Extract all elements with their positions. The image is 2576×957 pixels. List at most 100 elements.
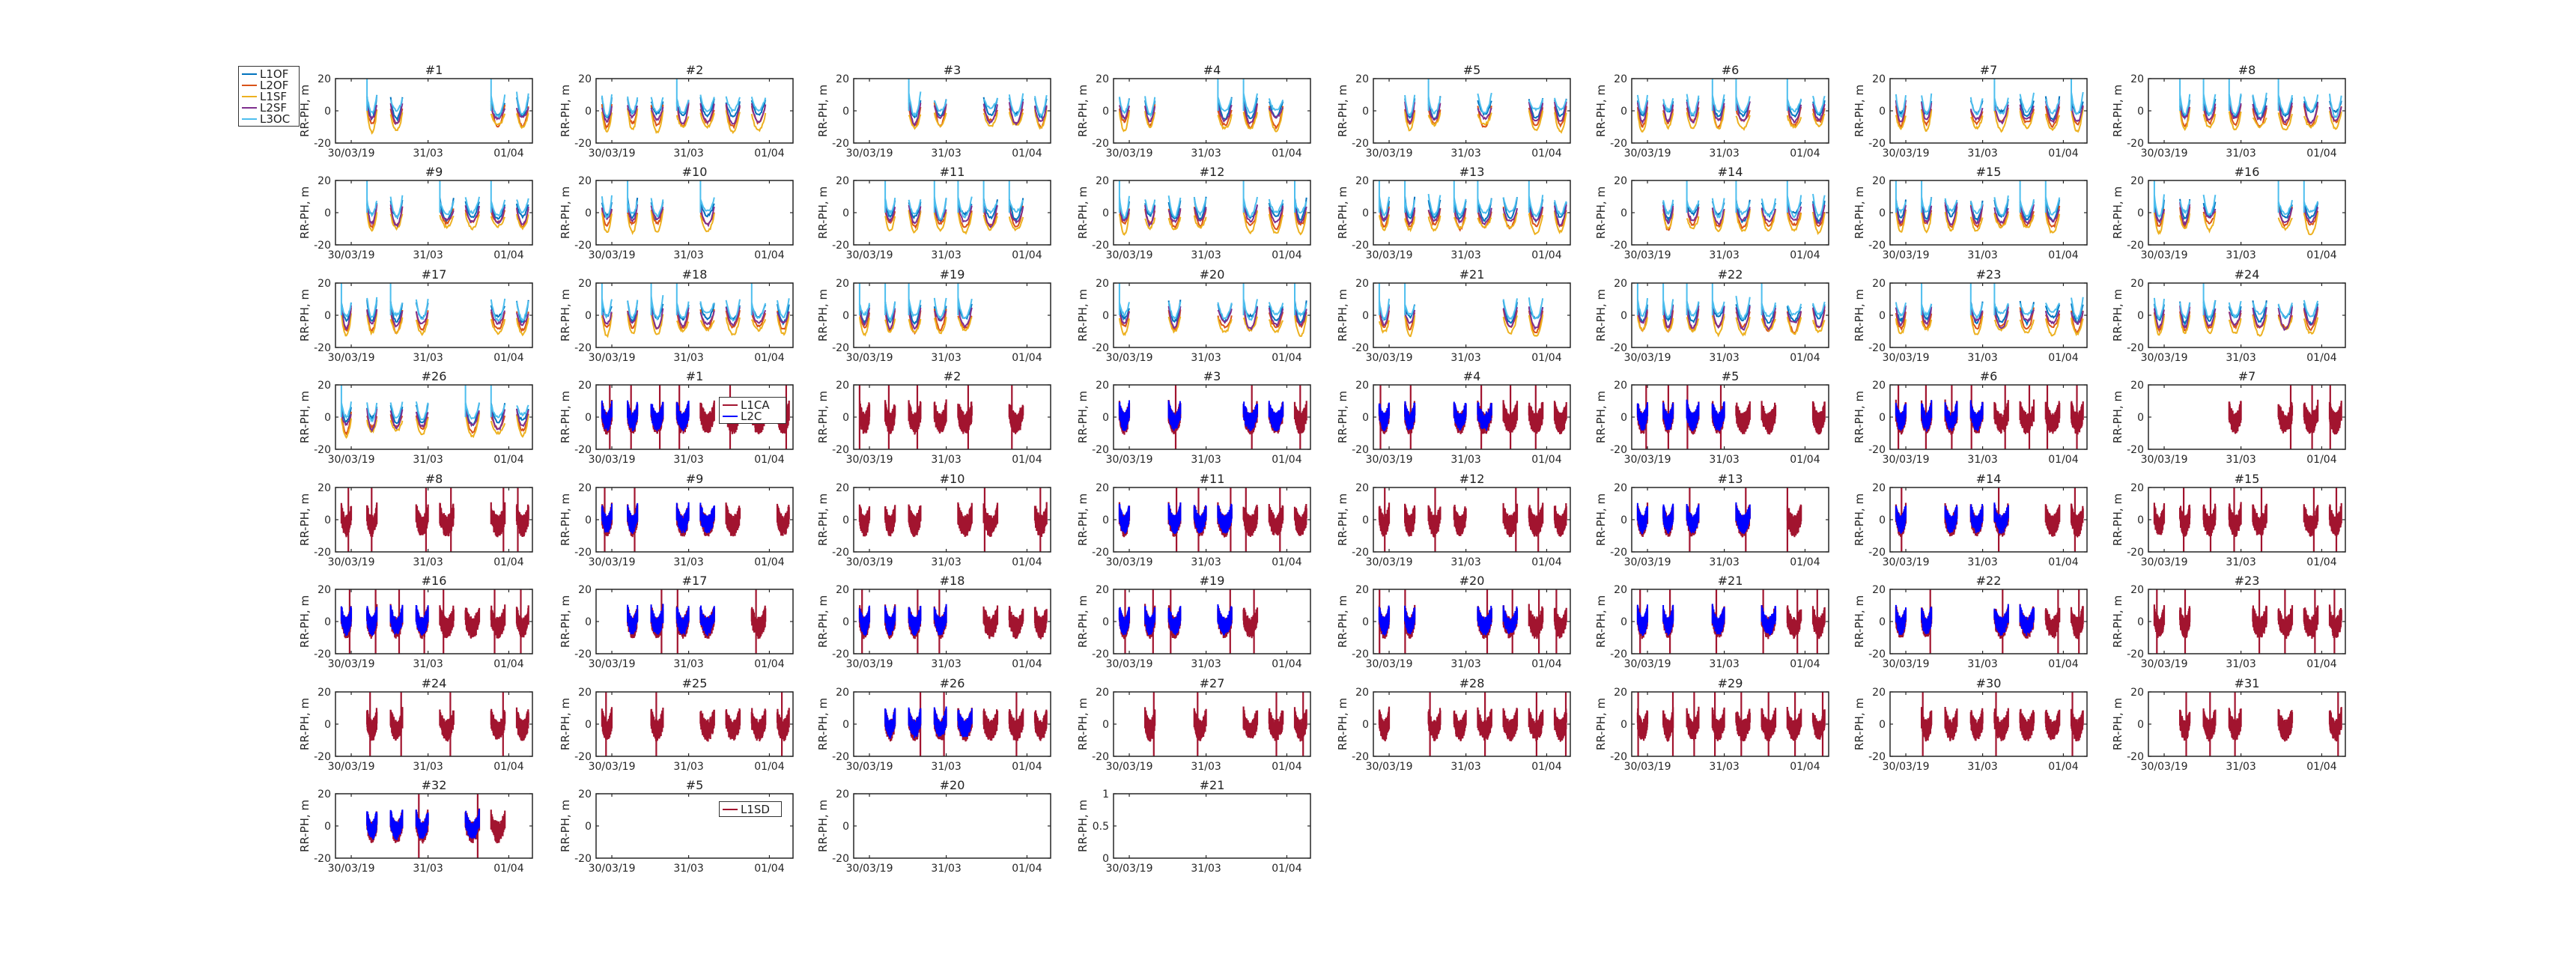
series-line-l2sf [340, 407, 529, 433]
x-tick-label: 31/03 [931, 556, 961, 568]
y-axis-label: RR-PH, m [298, 186, 312, 239]
y-tick-label: 20 [318, 687, 331, 699]
y-tick-label: 20 [2130, 380, 2144, 392]
series-line-l2c [1895, 502, 2009, 534]
y-axis-label: RR-PH, m [1853, 186, 1866, 239]
y-tick-label: 0 [585, 106, 592, 118]
y-tick-label: 20 [1096, 380, 1109, 392]
legend-entry: L1CA [723, 398, 783, 412]
subplot-title: #18 [940, 574, 965, 588]
x-tick-label: 01/04 [493, 352, 523, 364]
series-line-l2of [858, 309, 973, 335]
subplot: #20 -20 0 20 30/03/19 31/03 01/04 RR-PH, m [1076, 267, 1311, 364]
x-tick-label: 31/03 [1709, 658, 1739, 670]
x-tick-label: 30/03/19 [328, 863, 375, 875]
series-line-l2sf [1118, 103, 1284, 125]
y-tick-label: 0 [324, 514, 331, 526]
series-line-l2sf [858, 306, 973, 330]
subplot: #20 -20 0 20 30/03/19 31/03 01/04 RR-PH, m [1336, 574, 1571, 670]
x-tick-label: 01/04 [1012, 249, 1042, 261]
y-tick-label: -20 [1610, 444, 1627, 456]
series-line-l1sf [366, 109, 529, 135]
x-tick-label: 31/03 [413, 352, 443, 364]
y-axis-label: RR-PH, m [1853, 289, 1866, 341]
data-traces [1144, 692, 1307, 756]
subplot-title: #31 [2235, 676, 2260, 690]
x-tick-label: 30/03/19 [1106, 556, 1153, 568]
x-tick-label: 30/03/19 [589, 863, 636, 875]
x-tick-label: 30/03/19 [1106, 352, 1153, 364]
subplot: #16 -20 0 20 30/03/19 31/03 01/04 RR-PH, m [2111, 165, 2346, 261]
y-axis-label: RR-PH, m [2111, 186, 2124, 239]
data-traces [366, 79, 529, 135]
x-tick-label: 30/03/19 [1366, 454, 1413, 466]
y-tick-label: 0 [1102, 207, 1109, 219]
series-line-l3oc [366, 79, 529, 119]
subplot: #13 -20 0 20 30/03/19 31/03 01/04 RR-PH, m [1336, 165, 1571, 261]
y-axis-label: RR-PH, m [1336, 595, 1349, 648]
x-tick-label: 31/03 [1191, 148, 1221, 160]
data-traces [1895, 385, 2084, 449]
y-axis-label: RR-PH, m [1076, 85, 1090, 137]
y-tick-label: -20 [574, 342, 592, 354]
data-traces [1921, 692, 2084, 756]
y-tick-label: -20 [314, 547, 331, 559]
axes-frame [595, 487, 794, 553]
x-tick-label: 01/04 [2306, 249, 2336, 261]
y-tick-label: -20 [1868, 751, 1886, 763]
series-line-l2of [1118, 103, 1284, 130]
subplot-title: #16 [422, 574, 447, 588]
series-line-l1of [908, 97, 1048, 120]
subplot: #9 -20 0 20 30/03/19 31/03 01/04 RR-PH, m [298, 165, 533, 261]
y-axis-label: RR-PH, m [298, 698, 312, 750]
subplot: #2 -20 0 20 30/03/19 31/03 01/04 RR-PH, m [816, 369, 1051, 466]
x-tick-label: 01/04 [1531, 761, 1561, 773]
subplot-title: #15 [2235, 472, 2260, 486]
series-line-l1ca [601, 692, 790, 756]
data-traces [1118, 180, 1307, 236]
y-tick-label: 20 [578, 482, 592, 494]
x-tick-label: 31/03 [2226, 352, 2255, 364]
y-axis-label: RR-PH, m [2111, 493, 2124, 546]
series-line-l2c [601, 502, 715, 534]
y-tick-label: 0 [2137, 412, 2144, 424]
y-tick-label: -20 [314, 444, 331, 456]
x-tick-label: 31/03 [673, 148, 703, 160]
legend-entry: L2C [723, 410, 783, 423]
data-traces [1636, 692, 1826, 756]
y-axis-label: RR-PH, m [298, 289, 312, 341]
x-tick-label: 31/03 [673, 352, 703, 364]
data-traces [2153, 487, 2342, 552]
subplot-title: #17 [422, 267, 447, 282]
x-tick-label: 01/04 [2048, 148, 2078, 160]
x-tick-label: 01/04 [754, 863, 784, 875]
subplot: #8 -20 0 20 30/03/19 31/03 01/04 RR-PH, m [298, 472, 533, 568]
series-line-l2sf [1895, 305, 2084, 329]
y-tick-label: 20 [318, 380, 331, 392]
y-tick-label: 0 [1620, 719, 1627, 731]
y-axis-label: RR-PH, m [559, 391, 572, 443]
y-tick-label: -20 [1092, 444, 1109, 456]
y-tick-label: 0 [1362, 719, 1369, 731]
subplot-title: #11 [1200, 472, 1225, 486]
subplot: #14 -20 0 20 30/03/19 31/03 01/04 RR-PH, m [1853, 472, 2088, 568]
series-line-l2sf [1636, 101, 1826, 124]
y-tick-label: 20 [836, 584, 849, 596]
x-tick-label: 31/03 [1709, 454, 1739, 466]
data-traces [1378, 589, 1567, 654]
y-tick-label: 0 [1102, 853, 1109, 865]
series-line-l3oc [1404, 79, 1567, 118]
y-tick-label: 20 [1872, 175, 1886, 187]
y-tick-label: 20 [1614, 584, 1627, 596]
data-traces [1378, 283, 1544, 338]
axes-frame [853, 282, 1051, 348]
y-tick-label: 0 [1620, 514, 1627, 526]
y-tick-label: 20 [1614, 380, 1627, 392]
y-tick-label: 20 [1872, 584, 1886, 596]
series-line-l1sf [2179, 109, 2342, 131]
series-line-l1sf [340, 313, 529, 337]
series-line-l2c [1378, 605, 1518, 636]
subplot: #25 -20 0 20 30/03/19 31/03 01/04 RR-PH, m [559, 676, 794, 773]
series-line-l3oc [1895, 79, 2084, 118]
